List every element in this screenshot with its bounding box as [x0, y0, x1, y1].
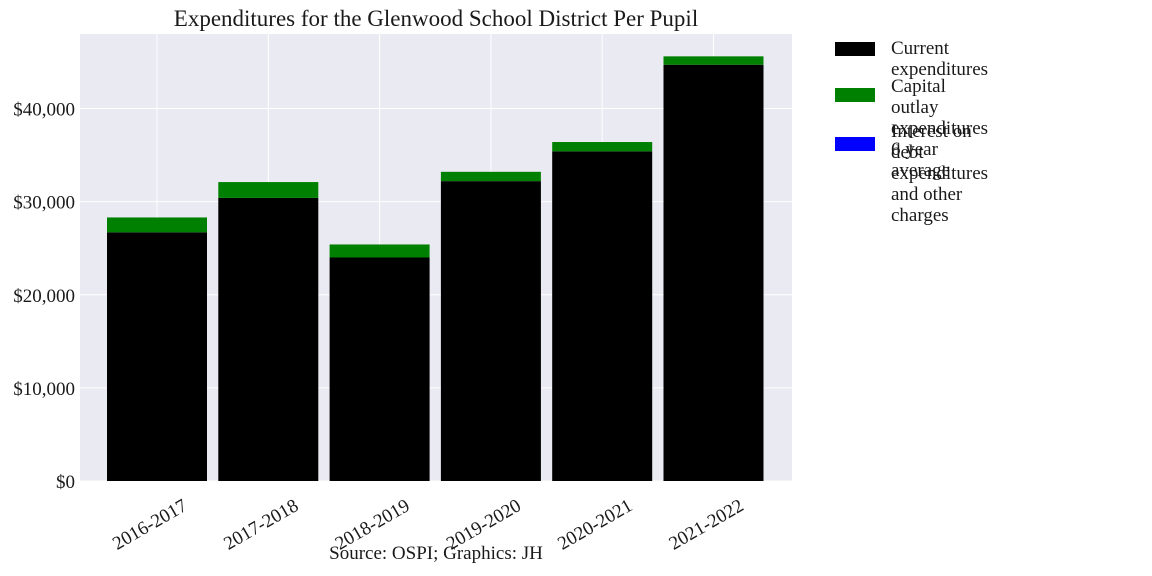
- y-tick-label: $20,000: [13, 286, 75, 307]
- y-tick-label: $10,000: [13, 379, 75, 400]
- bar-segment-capital-outlay-expenditures: [218, 182, 319, 198]
- y-tick-label: $30,000: [13, 193, 75, 214]
- y-tick-label: $0: [56, 472, 75, 493]
- source-caption: Source: OSPI; Graphics: JH: [329, 543, 543, 564]
- bar-segment-capital-outlay-expenditures: [552, 142, 653, 152]
- bar-segment-capital-outlay-expenditures: [329, 244, 430, 258]
- bar-segment-current-expenditures: [440, 181, 541, 481]
- bar-segment-current-expenditures: [329, 257, 430, 481]
- y-tick-label: $40,000: [13, 100, 75, 121]
- legend-swatch-current: [835, 42, 875, 56]
- legend-swatch-capital-outlay: [835, 88, 875, 102]
- chart-title: Expenditures for the Glenwood School Dis…: [173, 6, 699, 31]
- legend-swatch-interest-debt: [835, 137, 875, 151]
- bar-segment-capital-outlay-expenditures: [440, 171, 541, 182]
- legend-label-current: Current expenditures: [891, 38, 989, 80]
- bar-segment-capital-outlay-expenditures: [663, 56, 764, 65]
- legend-label-interest-debt: Interest on debt expenditures and other …: [891, 121, 989, 226]
- legend-label-capital-outlay: Capital outlay expenditures 6 year avera…: [891, 76, 989, 181]
- bar-segment-capital-outlay-expenditures: [107, 217, 207, 233]
- bar-segment-current-expenditures: [107, 232, 207, 481]
- bar-segment-current-expenditures: [663, 64, 764, 481]
- bar-segment-current-expenditures: [218, 197, 319, 481]
- bar-segment-current-expenditures: [552, 151, 653, 481]
